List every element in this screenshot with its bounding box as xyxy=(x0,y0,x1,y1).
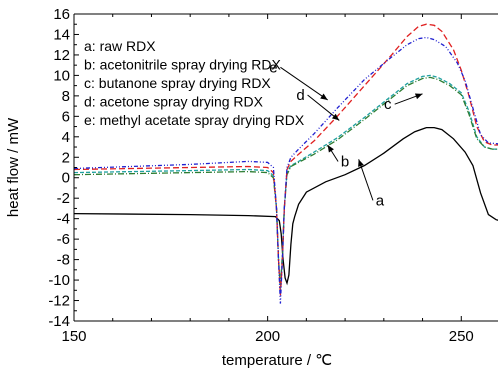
y-tick-label: -10 xyxy=(48,272,70,289)
x-tick-label: 200 xyxy=(255,328,280,345)
curve-annotations: a b c d e xyxy=(269,59,423,209)
curve-label-e: e xyxy=(269,59,277,76)
legend-entry: e: methyl acetate spray drying RDX xyxy=(84,112,305,128)
y-tick-label: 2 xyxy=(62,149,70,166)
y-axis-title: heat flow / mW xyxy=(5,117,22,217)
legend-entry: b: acetonitrile spray drying RDX xyxy=(84,57,282,73)
legend-entry: c: butanone spray drying RDX xyxy=(84,75,271,91)
y-tick-label: -12 xyxy=(48,293,70,310)
x-axis-title: temperature / ℃ xyxy=(222,352,332,369)
y-tick-label: 16 xyxy=(53,6,70,23)
y-tick-label: -2 xyxy=(57,190,70,207)
x-tick-label: 250 xyxy=(449,328,474,345)
curve-e xyxy=(74,36,498,304)
curves-layer xyxy=(74,23,498,304)
y-tick-label: 12 xyxy=(53,47,70,64)
y-tick-label: 10 xyxy=(53,67,70,84)
y-tick-label: 6 xyxy=(62,108,70,125)
arrow-head-b xyxy=(327,144,334,153)
y-tick-label: 4 xyxy=(62,129,70,146)
curve-label-a: a xyxy=(376,192,385,209)
y-tick-label: -6 xyxy=(57,231,70,248)
y-tick-label: 14 xyxy=(53,26,70,43)
arrow-head-c xyxy=(414,93,423,100)
arrow-head-e xyxy=(320,93,328,100)
y-tick-label: 0 xyxy=(62,170,70,187)
curve-label-b: b xyxy=(341,153,349,170)
axes-layer: -14 -12 -10 -8 -6 -4 -2 0 2 4 6 8 10 12 14 16 150 200 250 xyxy=(48,6,498,345)
y-tick-label: -8 xyxy=(57,252,70,269)
arrow-head-a xyxy=(358,159,364,167)
y-tick-label: -14 xyxy=(48,313,70,330)
arrow-head-d xyxy=(331,113,340,121)
x-tick-label: 150 xyxy=(61,328,86,345)
legend-entry: d: acetone spray drying RDX xyxy=(84,94,264,110)
legend: a: raw RDX b: acetonitrile spray drying R… xyxy=(84,38,305,128)
curve-c xyxy=(74,76,498,286)
arrow-line-e xyxy=(280,66,328,101)
curve-label-c: c xyxy=(384,96,392,113)
arrow-line-a xyxy=(358,159,374,201)
curve-a xyxy=(74,126,498,286)
legend-entry: a: raw RDX xyxy=(84,38,156,54)
y-tick-label: 8 xyxy=(62,88,70,105)
y-tick-label: -4 xyxy=(57,211,70,228)
curve-label-d: d xyxy=(296,87,304,104)
